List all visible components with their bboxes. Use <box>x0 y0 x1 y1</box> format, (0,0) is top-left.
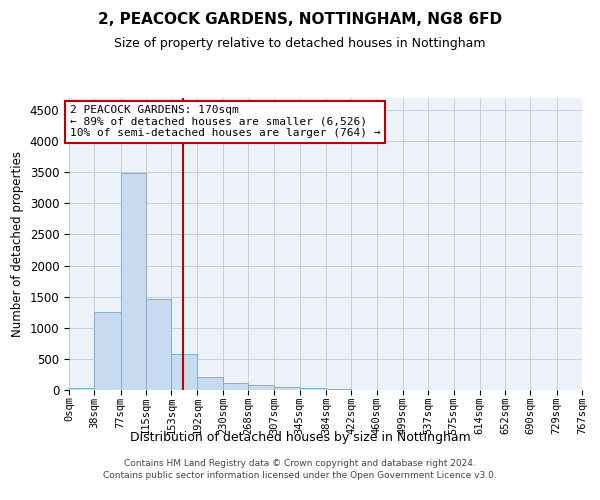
Bar <box>94 312 121 390</box>
Text: Distribution of detached houses by size in Nottingham: Distribution of detached houses by size … <box>130 431 470 444</box>
Bar <box>223 384 248 390</box>
Text: Size of property relative to detached houses in Nottingham: Size of property relative to detached ho… <box>114 38 486 51</box>
Text: 2 PEACOCK GARDENS: 170sqm
← 89% of detached houses are smaller (6,526)
10% of se: 2 PEACOCK GARDENS: 170sqm ← 89% of detac… <box>70 105 380 138</box>
Bar <box>172 354 197 390</box>
Bar <box>121 173 146 390</box>
Bar <box>197 376 223 390</box>
Bar <box>248 385 274 390</box>
Text: Contains HM Land Registry data © Crown copyright and database right 2024.
Contai: Contains HM Land Registry data © Crown c… <box>103 458 497 480</box>
Bar <box>300 388 326 390</box>
Bar <box>274 387 300 390</box>
Y-axis label: Number of detached properties: Number of detached properties <box>11 151 24 337</box>
Text: 2, PEACOCK GARDENS, NOTTINGHAM, NG8 6FD: 2, PEACOCK GARDENS, NOTTINGHAM, NG8 6FD <box>98 12 502 28</box>
Bar <box>146 299 172 390</box>
Bar <box>69 388 94 390</box>
